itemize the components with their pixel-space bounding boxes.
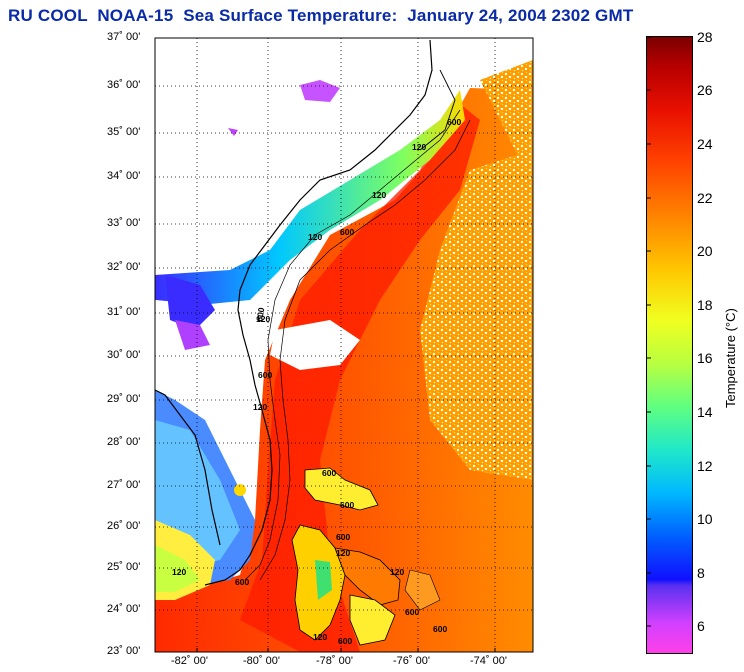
- lat-label: 31˚ 00': [107, 306, 141, 318]
- colorbar-tick: 12: [697, 458, 713, 474]
- colorbar-tick: 14: [697, 404, 713, 420]
- isobath-label: 600: [258, 370, 272, 380]
- colorbar-tick: 10: [697, 511, 713, 527]
- colorbar-tick: 26: [697, 82, 713, 98]
- colorbar-tick: 18: [697, 297, 713, 313]
- land-mask: [155, 38, 440, 258]
- isobath-label: 600: [338, 636, 352, 646]
- lat-label: 26˚ 00': [107, 520, 141, 532]
- lat-label: 33˚ 00': [107, 217, 141, 229]
- lat-label: 25˚ 00': [107, 561, 141, 573]
- colorbar-tick: 28: [697, 29, 713, 45]
- colorbar-tick: 6: [697, 618, 705, 634]
- colorbar-tick: 20: [697, 243, 713, 259]
- isobath-label: 600: [405, 607, 419, 617]
- isobath-600: [259, 119, 471, 581]
- graticule: [155, 38, 533, 652]
- colorbar-tick: 22: [697, 190, 713, 206]
- lat-label: 36˚ 00': [107, 79, 141, 91]
- isobath-label: 600: [340, 500, 354, 510]
- temperature-colorbar: [646, 36, 693, 654]
- lat-label: 24˚ 00': [107, 603, 141, 615]
- colorbar-tick: 24: [697, 136, 713, 152]
- isobath-label: 120: [372, 190, 386, 200]
- isobath-label: 120: [390, 567, 404, 577]
- isobath-label: 600: [447, 117, 461, 127]
- isobath-label: 600: [433, 624, 447, 634]
- cloud-speckle-area: [420, 150, 533, 480]
- page-title: RU COOL NOAA-15 Sea Surface Temperature:…: [8, 6, 634, 25]
- lat-label: 34˚ 00': [107, 170, 141, 182]
- lat-label: 30˚ 00': [107, 349, 141, 361]
- lon-label: -82˚ 00': [171, 655, 208, 667]
- isobath-label: 120: [336, 548, 350, 558]
- lat-label: 27˚ 00': [107, 479, 141, 491]
- lat-label: 28˚ 00': [107, 436, 141, 448]
- lon-label: -74˚ 00': [470, 655, 507, 667]
- lon-label: -80˚ 00': [243, 655, 280, 667]
- isobath-label: 120: [313, 632, 327, 642]
- lon-label: -76˚ 00': [393, 655, 430, 667]
- isobath-120: [244, 109, 461, 581]
- isobath-label: 120: [253, 402, 267, 412]
- isobath-label: 120: [256, 314, 270, 324]
- isobath-label: 600: [322, 468, 336, 478]
- lat-label: 23˚ 00': [107, 645, 141, 657]
- isobath-label: 120: [308, 232, 322, 242]
- isobath-label: 120: [412, 142, 426, 152]
- bahamas-bank-north: [304, 467, 379, 511]
- lat-label: 37˚ 00': [107, 31, 141, 43]
- isobath-label: 600: [336, 532, 350, 542]
- isobath-label: 600: [254, 306, 266, 322]
- isobath-label: 600: [340, 227, 354, 237]
- lat-label: 32˚ 00': [107, 261, 141, 273]
- isobath-label: 120: [172, 567, 186, 577]
- lon-label: -78˚ 00': [316, 655, 353, 667]
- lat-label: 35˚ 00': [107, 126, 141, 138]
- colorbar-tick: 8: [697, 565, 705, 581]
- colorbar-title: Temperature (°C): [723, 308, 738, 408]
- lat-label: 29˚ 00': [107, 393, 141, 405]
- isobath-label: 600: [235, 577, 249, 587]
- colorbar-tick: 16: [697, 350, 713, 366]
